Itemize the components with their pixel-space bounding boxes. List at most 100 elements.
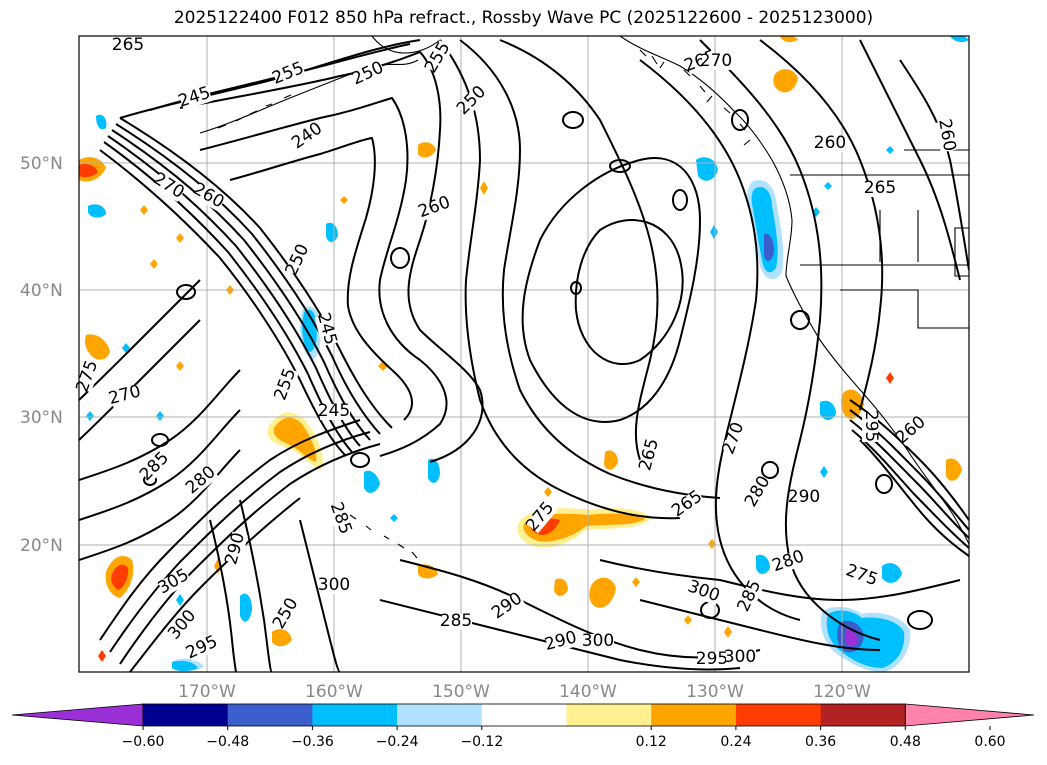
contour-label-background xyxy=(157,567,192,597)
contour-label: 300 xyxy=(318,575,350,595)
colorbar-segment xyxy=(143,704,229,726)
contour-label-background xyxy=(816,136,846,152)
lat-label: 30°N xyxy=(20,408,63,428)
negative-anomaly-region xyxy=(172,660,198,671)
colorbar-frame xyxy=(142,703,906,727)
colorbar-tick-label: 0.48 xyxy=(890,734,921,750)
negative-anomaly-region xyxy=(950,36,969,43)
positive-anomaly-region xyxy=(554,578,568,596)
lon-label: 140°W xyxy=(559,682,617,702)
positive-anomaly-region xyxy=(780,36,798,43)
positive-anomaly-region xyxy=(418,142,436,158)
negative-anomaly-region xyxy=(710,225,718,239)
latitude-labels: 50°N 40°N 30°N 20°N xyxy=(20,154,63,556)
contour-label-background xyxy=(114,38,144,54)
contour-label-background xyxy=(866,181,896,197)
negative-anomaly-region xyxy=(176,594,184,606)
colorbar-segment xyxy=(651,704,737,726)
contour-label-background xyxy=(424,40,454,75)
contour-label-background xyxy=(327,502,353,537)
contour-label: 265 xyxy=(864,178,896,198)
contour-label-background xyxy=(671,488,706,520)
colorbar-tick-label: −0.12 xyxy=(460,734,503,750)
negative-anomaly-region xyxy=(764,233,774,261)
negative-anomaly-region xyxy=(364,470,380,493)
colorbar-tick-label: −0.36 xyxy=(291,734,334,750)
colorbar-segment xyxy=(227,704,313,726)
contour-label-background xyxy=(224,531,249,565)
positive-anomaly-region xyxy=(841,389,864,419)
contour-label: 270 xyxy=(700,51,732,71)
colorbar-tick-label: −0.48 xyxy=(206,734,249,750)
contour-label-background xyxy=(272,60,307,87)
contour-label-background xyxy=(352,60,387,88)
colorbar-tick-label: 0.60 xyxy=(974,734,1005,750)
positive-anomaly-region xyxy=(480,181,488,195)
contour-label-background xyxy=(726,650,756,666)
negative-anomaly-region xyxy=(846,629,858,647)
positive-anomaly-region xyxy=(150,259,158,269)
contour-label-background xyxy=(320,578,350,594)
map-title: 2025122400 F012 850 hPa refract., Rossby… xyxy=(173,8,874,28)
positive-anomaly-region xyxy=(724,626,732,638)
contour-label-background xyxy=(687,579,722,606)
colorbar-extend-high xyxy=(904,703,1035,727)
contour-label-background xyxy=(109,384,143,408)
colorbar-tick-label: −0.24 xyxy=(376,734,419,750)
contour-label-background xyxy=(790,490,820,506)
contour-label-background xyxy=(185,464,219,497)
positive-anomaly-region xyxy=(340,196,348,204)
contour-label-background xyxy=(273,366,300,401)
contour-label-background xyxy=(491,590,526,622)
lon-label: 170°W xyxy=(178,682,236,702)
contour-label: 295 xyxy=(696,649,728,669)
colorbar-extend-low xyxy=(11,703,144,727)
negative-anomaly-region xyxy=(156,411,164,421)
contour-label-background xyxy=(314,313,338,347)
positive-anomaly-region xyxy=(684,615,692,625)
contour-label: 260 xyxy=(814,133,846,153)
contour-label: 300 xyxy=(724,647,756,667)
contour-label-background xyxy=(320,404,350,420)
shaded-anomalies xyxy=(79,36,969,672)
lat-label: 20°N xyxy=(20,536,63,556)
negative-anomaly-region xyxy=(122,343,130,353)
contour-label-background xyxy=(191,182,226,212)
negative-anomaly-region xyxy=(756,554,770,574)
contour-label: 285 xyxy=(440,611,472,631)
colorbar-segment xyxy=(566,704,652,726)
contour-label-background xyxy=(862,412,878,442)
lat-label: 40°N xyxy=(20,281,63,301)
positive-anomaly-region xyxy=(604,450,618,470)
positive-anomaly-region xyxy=(773,69,798,93)
colorbar-segment xyxy=(820,704,906,726)
contour-label-background xyxy=(737,578,765,613)
positive-anomaly-region xyxy=(272,629,292,647)
positive-anomaly-region xyxy=(85,334,110,360)
contour-label-background xyxy=(772,549,807,575)
positive-anomaly-region xyxy=(140,205,148,215)
positive-anomaly-region xyxy=(111,564,129,590)
contour-label: 300 xyxy=(582,631,614,651)
contour-label-background xyxy=(442,614,472,630)
colorbar-tick-label: 0.24 xyxy=(720,734,751,750)
contour-label-background xyxy=(895,414,929,447)
colorbar-segment xyxy=(735,704,822,726)
contour-label-background xyxy=(285,242,313,277)
contour-label-background xyxy=(456,84,490,117)
negative-anomaly-region xyxy=(428,458,440,483)
positive-anomaly-region xyxy=(544,487,552,497)
contour-label: 290 xyxy=(788,487,820,507)
contour-label-background xyxy=(525,500,558,534)
colorbar-segment xyxy=(312,704,398,726)
positive-anomaly-region xyxy=(79,163,98,178)
negative-anomaly-region xyxy=(96,114,107,130)
colorbar: −0.60 −0.48 −0.36 −0.24 −0.12 0.12 0.24 0.36 0.4… xyxy=(11,703,1035,750)
negative-anomaly-region xyxy=(240,593,252,622)
colorbar-tick-label: 0.12 xyxy=(636,734,667,750)
contour-label-background xyxy=(178,85,213,111)
lon-label: 150°W xyxy=(432,682,490,702)
contour-label-background xyxy=(698,652,728,668)
